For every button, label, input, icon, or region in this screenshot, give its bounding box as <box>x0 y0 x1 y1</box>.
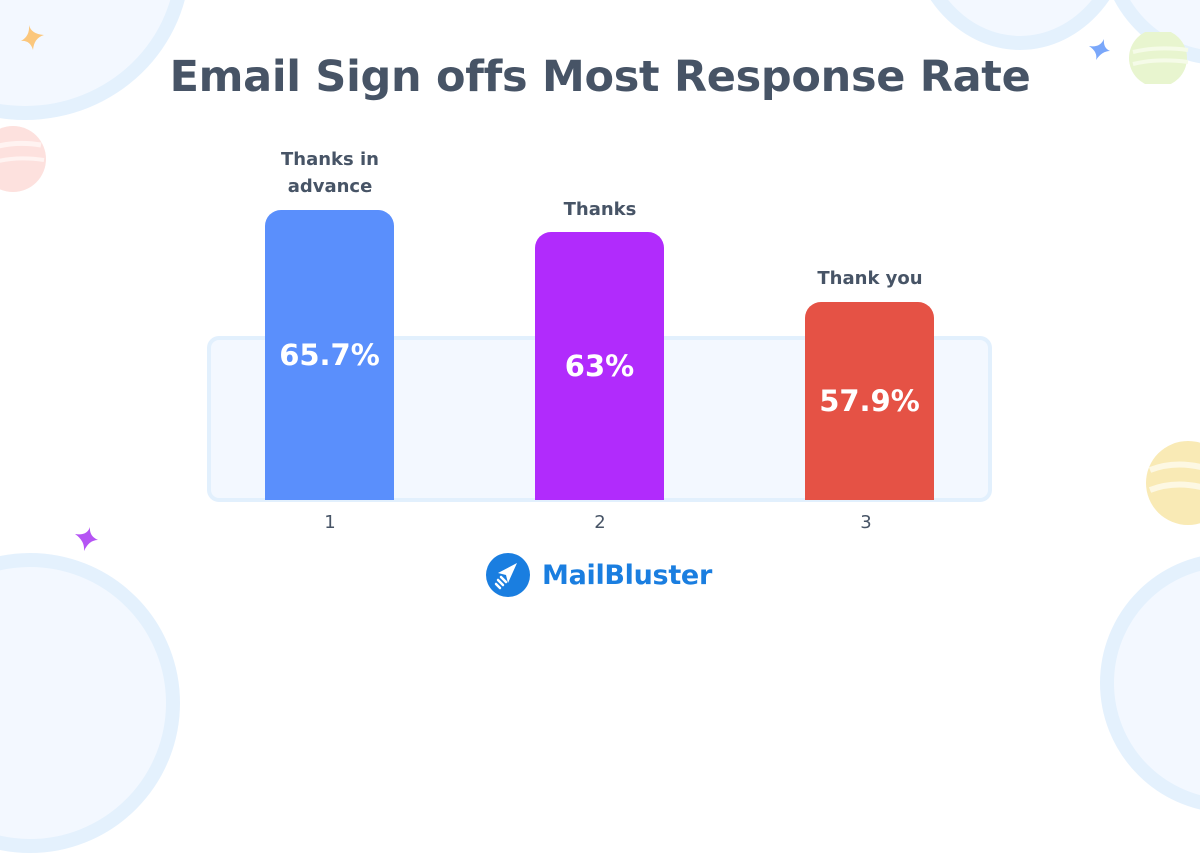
bar-label-2: Thanks <box>563 199 637 220</box>
bar-value-3: 57.9% <box>819 384 920 418</box>
bar-label-1: Thanks in advance <box>281 149 379 197</box>
planet-pink-icon <box>0 126 46 192</box>
chart-title: Email Sign offs Most Response Rate <box>169 52 1031 102</box>
bar-2: 63% <box>535 232 664 500</box>
background-blob-top-right-1 <box>905 0 1135 50</box>
bar-3: 57.9% <box>805 302 934 500</box>
background-blob-bottom-right <box>1100 553 1200 813</box>
bar-label-3: Thank you <box>817 268 923 289</box>
brand-logo: MailBluster <box>486 553 712 597</box>
x-tick-2: 2 <box>594 512 606 533</box>
sparkle-orange-icon <box>21 25 44 50</box>
x-tick-1: 1 <box>324 512 336 533</box>
planet-yellow-icon <box>1146 441 1200 525</box>
bar-value-1: 65.7% <box>279 338 380 372</box>
background-blob-bottom-left <box>0 553 180 853</box>
paper-plane-logo-icon <box>486 553 530 597</box>
bar-1: 65.7% <box>265 210 394 500</box>
sparkle-purple-icon <box>75 527 98 551</box>
brand-name: MailBluster <box>542 559 712 591</box>
x-tick-3: 3 <box>860 512 872 533</box>
bar-value-2: 63% <box>564 349 635 383</box>
